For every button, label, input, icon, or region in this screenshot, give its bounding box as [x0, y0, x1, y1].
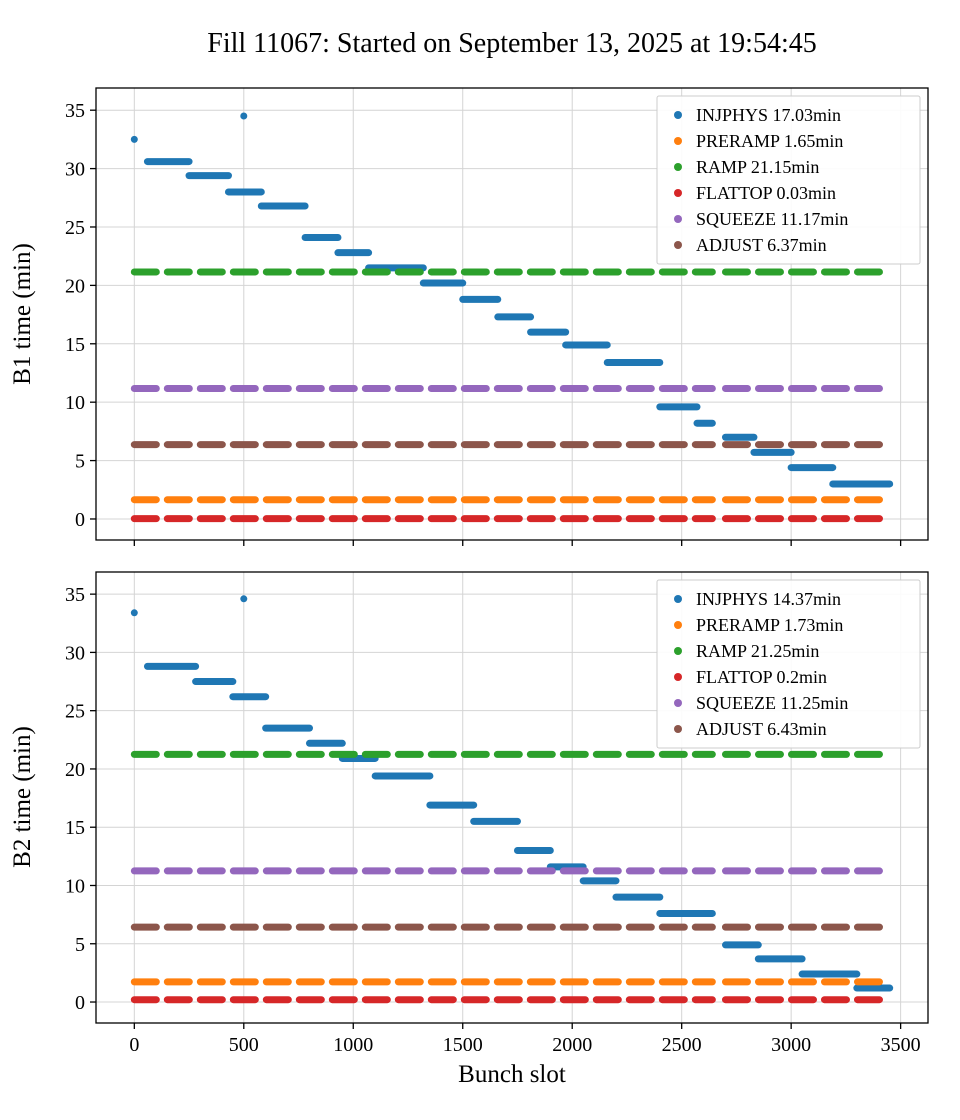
- y-tick-label: 10: [65, 875, 85, 897]
- legend: INJPHYS 14.37min PRERAMP 1.73min RAMP 21.2…: [656, 579, 921, 749]
- y-tick-label: 10: [65, 392, 85, 414]
- y-tick-label: 25: [65, 701, 85, 723]
- y-tick-label: 0: [75, 509, 85, 531]
- scatter-point-injphys: [130, 609, 138, 617]
- legend-marker-ramp: [674, 163, 682, 171]
- chart-title: Fill 11067: Started on September 13, 202…: [207, 28, 816, 59]
- legend-marker-adjust: [674, 241, 682, 249]
- y-axis-label-b2: B2 time (min): [9, 726, 36, 868]
- legend-label: PRERAMP 1.73min: [696, 615, 843, 635]
- x-tick-label: 3000: [771, 1034, 811, 1056]
- y-tick-label: 35: [65, 584, 85, 606]
- legend-marker-preramp: [674, 137, 682, 145]
- scatter-point-injphys: [240, 595, 248, 603]
- x-tick-label: 500: [229, 1034, 259, 1056]
- x-tick-label: 1500: [443, 1034, 483, 1056]
- axes-frame: [95, 87, 929, 541]
- legend-marker-injphys: [674, 595, 682, 603]
- legend-label: RAMP 21.15min: [696, 157, 819, 177]
- y-tick-label: 5: [75, 451, 85, 473]
- legend: INJPHYS 17.03min PRERAMP 1.65min RAMP 21.1…: [656, 95, 921, 265]
- y-tick-label: 30: [65, 159, 85, 181]
- legend-marker-adjust: [674, 725, 682, 733]
- x-tick-label: 3500: [881, 1034, 921, 1056]
- plot-b1: 0 5 10 15 20 25 30 35 INJPHYS 17.03min PRERAMP 1.…: [65, 87, 929, 546]
- x-tick-label: 1000: [333, 1034, 373, 1056]
- x-tick-label: 2500: [662, 1034, 702, 1056]
- x-tick-label: 2000: [552, 1034, 592, 1056]
- y-tick-label: 0: [75, 992, 85, 1014]
- y-tick-label: 15: [65, 817, 85, 839]
- x-axis-label: Bunch slot: [458, 1061, 566, 1088]
- legend-box: [656, 579, 921, 749]
- legend-marker-squeeze: [674, 215, 682, 223]
- legend-marker-flattop: [674, 189, 682, 197]
- y-tick-label: 25: [65, 217, 85, 239]
- x-tick-label: 0: [129, 1034, 139, 1056]
- plot-b2: 0 500 1000 1500 2000 2500 3000 3500 0 5 10 15 20 25 30…: [65, 571, 929, 1056]
- y-axis-label-b1: B1 time (min): [9, 243, 36, 385]
- legend-label: INJPHYS 14.37min: [696, 589, 841, 609]
- axes-frame: [95, 571, 929, 1024]
- legend-label: FLATTOP 0.03min: [696, 183, 836, 203]
- legend-box: [656, 95, 921, 265]
- legend-label: FLATTOP 0.2min: [696, 667, 827, 687]
- y-tick-label: 30: [65, 642, 85, 664]
- legend-label: SQUEEZE 11.25min: [696, 693, 848, 713]
- series-injphys: [130, 595, 894, 992]
- legend-label: ADJUST 6.43min: [696, 719, 827, 739]
- series-injphys: [130, 112, 894, 488]
- y-tick-label: 5: [75, 934, 85, 956]
- y-tick-label: 35: [65, 100, 85, 122]
- y-tick-label: 20: [65, 759, 85, 781]
- legend-marker-flattop: [674, 673, 682, 681]
- legend-marker-preramp: [674, 621, 682, 629]
- scatter-point-injphys: [240, 112, 248, 120]
- legend-marker-ramp: [674, 647, 682, 655]
- legend-label: PRERAMP 1.65min: [696, 131, 843, 151]
- y-tick-label: 15: [65, 334, 85, 356]
- legend-label: SQUEEZE 11.17min: [696, 209, 848, 229]
- y-tick-label: 20: [65, 275, 85, 297]
- legend-marker-injphys: [674, 111, 682, 119]
- scatter-point-injphys: [130, 135, 138, 143]
- legend-label: RAMP 21.25min: [696, 641, 819, 661]
- legend-label: INJPHYS 17.03min: [696, 105, 841, 125]
- legend-marker-squeeze: [674, 699, 682, 707]
- legend-label: ADJUST 6.37min: [696, 235, 827, 255]
